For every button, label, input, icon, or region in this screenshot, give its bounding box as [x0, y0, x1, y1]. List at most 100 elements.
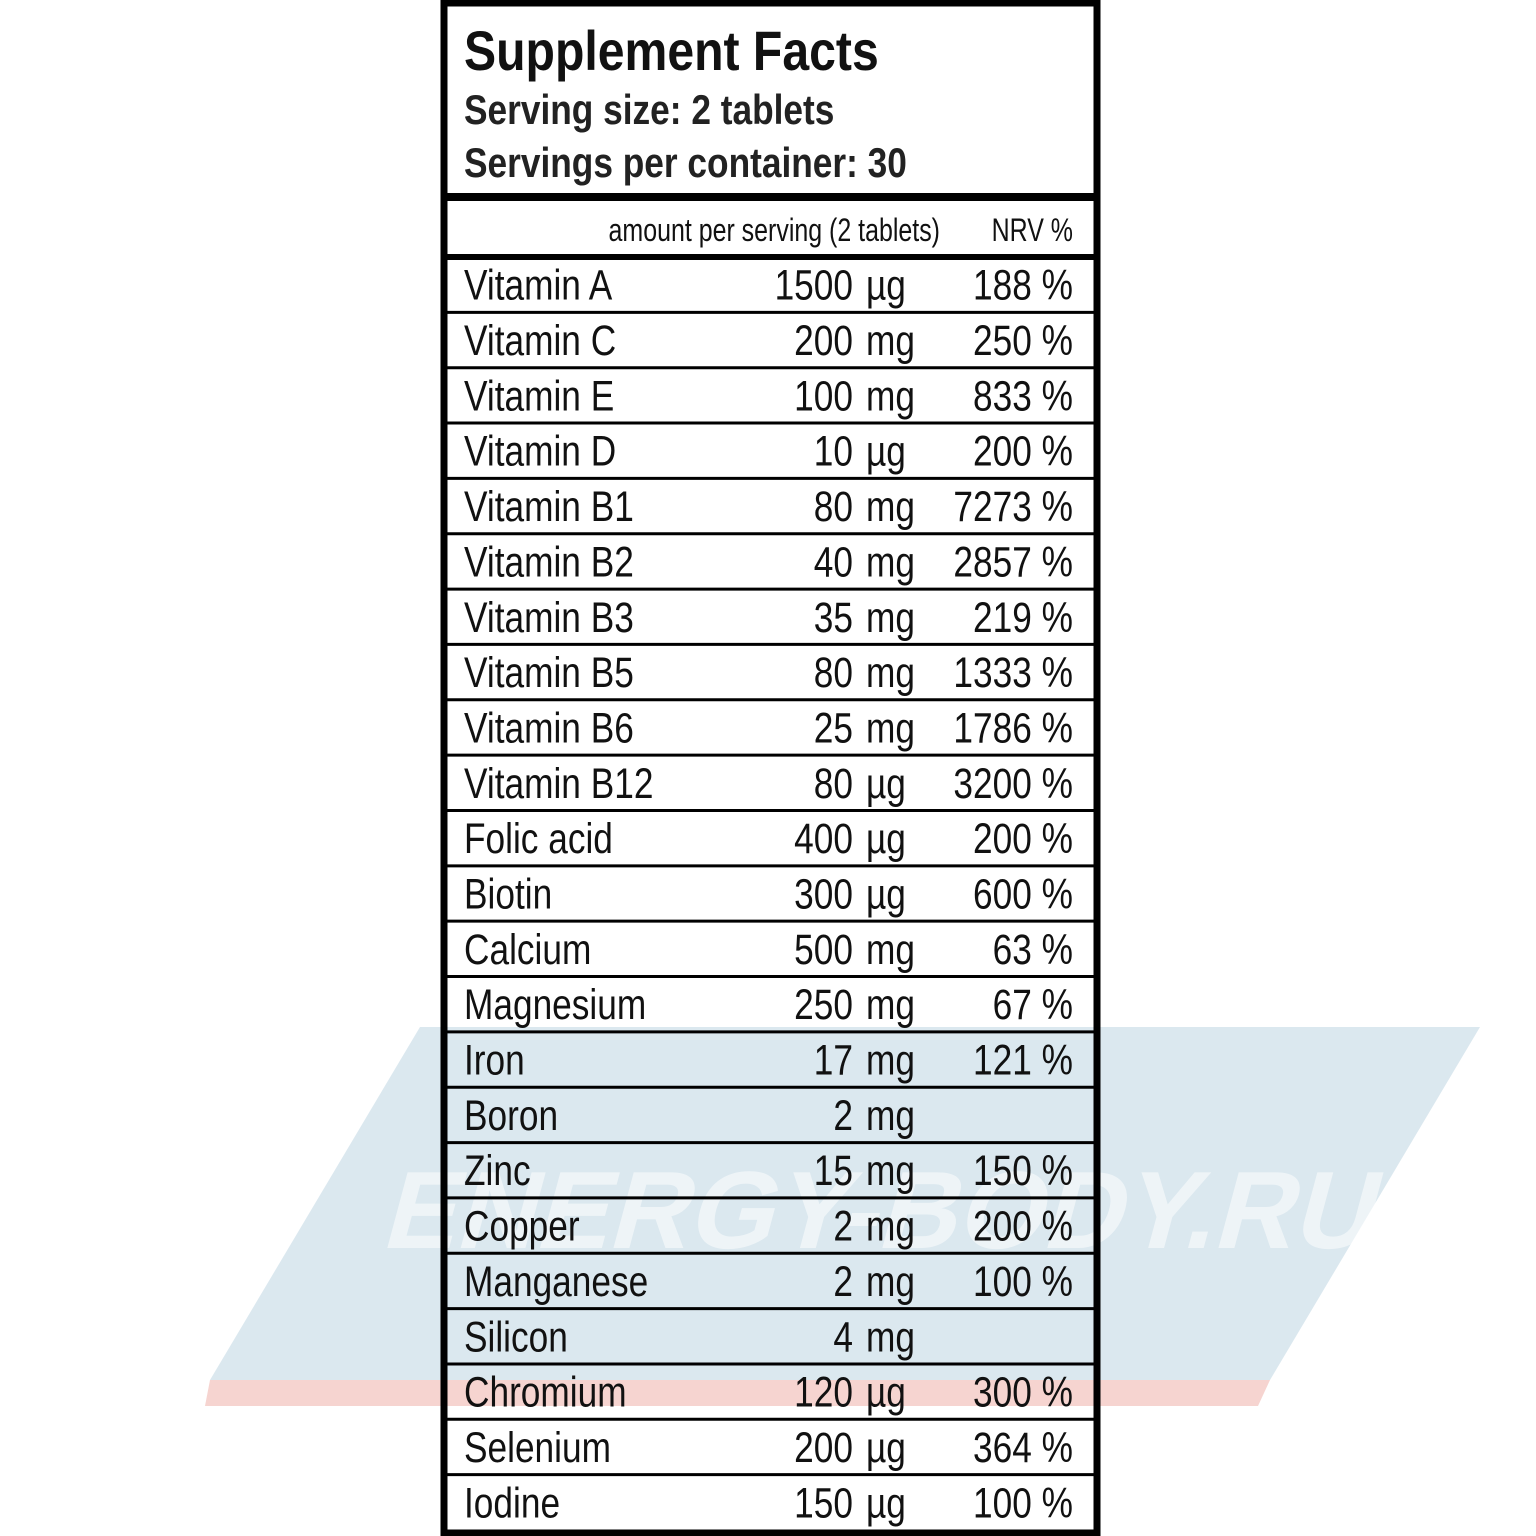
nrv: 200 %: [973, 815, 1073, 863]
nrv: 219 %: [973, 593, 1073, 641]
amount: 200: [794, 1424, 853, 1472]
amount: 2: [833, 1258, 853, 1306]
amount: 300: [794, 870, 853, 918]
amount: 1500: [775, 261, 853, 309]
nutrient-name: Zinc: [464, 1147, 531, 1195]
unit: mg: [866, 981, 915, 1029]
unit: mg: [866, 1092, 915, 1140]
nutrient-name: Iron: [464, 1036, 525, 1084]
nrv: 7273 %: [953, 483, 1073, 531]
nutrient-name: Folic acid: [464, 815, 613, 863]
amount: 100: [794, 372, 853, 420]
border: [440, 0, 1101, 1536]
nutrient-name: Magnesium: [464, 981, 646, 1029]
nrv: 250 %: [973, 317, 1073, 365]
nutrient-name: Vitamin B3: [464, 593, 634, 641]
unit: mg: [866, 704, 915, 752]
servings-per-container: Servings per container: 30: [464, 140, 907, 187]
nutrient-name: Boron: [464, 1092, 558, 1140]
column-header: NRV %: [992, 213, 1073, 249]
amount: 35: [814, 593, 853, 641]
amount: 400: [794, 815, 853, 863]
amount: 4: [833, 1313, 853, 1361]
nrv: 63 %: [993, 926, 1073, 974]
nrv: 1333 %: [953, 649, 1073, 697]
nrv: 67 %: [993, 981, 1073, 1029]
nutrient-name: Iodine: [464, 1479, 560, 1527]
nrv: 300 %: [973, 1368, 1073, 1416]
unit: mg: [866, 538, 915, 586]
nutrient-name: Vitamin B1: [464, 483, 634, 531]
nutrient-name: Biotin: [464, 870, 552, 918]
nutrient-name: Silicon: [464, 1313, 568, 1361]
amount: 80: [814, 483, 853, 531]
amount: 80: [814, 760, 853, 808]
unit: mg: [866, 483, 915, 531]
unit: µg: [866, 870, 906, 918]
unit: µg: [866, 261, 906, 309]
nrv: 3200 %: [953, 760, 1073, 808]
amount: 250: [794, 981, 853, 1029]
amount: 17: [814, 1036, 853, 1084]
unit: mg: [866, 1147, 915, 1195]
unit: mg: [866, 926, 915, 974]
nrv: 100 %: [973, 1258, 1073, 1306]
nutrient-name: Vitamin B12: [464, 760, 653, 808]
column-header: amount per serving (2 tablets): [609, 213, 940, 249]
amount: 15: [814, 1147, 853, 1195]
nutrient-name: Vitamin B5: [464, 649, 634, 697]
nrv: 121 %: [973, 1036, 1073, 1084]
nrv: 150 %: [973, 1147, 1073, 1195]
nutrient-name: Manganese: [464, 1258, 648, 1306]
unit: mg: [866, 372, 915, 420]
nutrient-name: Vitamin E: [464, 372, 614, 420]
unit: mg: [866, 649, 915, 697]
unit: mg: [866, 593, 915, 641]
nrv: 2857 %: [953, 538, 1073, 586]
nrv: 200 %: [973, 427, 1073, 475]
unit: µg: [866, 815, 906, 863]
unit: µg: [866, 760, 906, 808]
amount: 2: [833, 1202, 853, 1250]
nutrient-name: Calcium: [464, 926, 591, 974]
unit: µg: [866, 427, 906, 475]
nutrient-name: Vitamin A: [464, 261, 613, 309]
nrv: 600 %: [973, 870, 1073, 918]
amount: 2: [833, 1092, 853, 1140]
title: Supplement Facts: [464, 21, 879, 83]
nrv: 100 %: [973, 1479, 1073, 1527]
nrv: 200 %: [973, 1202, 1073, 1250]
unit: mg: [866, 1202, 915, 1250]
amount: 80: [814, 649, 853, 697]
amount: 40: [814, 538, 853, 586]
unit: µg: [866, 1424, 906, 1472]
nutrient-name: Selenium: [464, 1424, 611, 1472]
nrv: 1786 %: [953, 704, 1073, 752]
nutrient-name: Copper: [464, 1202, 580, 1250]
amount: 150: [794, 1479, 853, 1527]
nutrient-name: Chromium: [464, 1368, 627, 1416]
amount: 10: [814, 427, 853, 475]
unit: µg: [866, 1479, 906, 1527]
nutrient-name: Vitamin B6: [464, 704, 634, 752]
amount: 25: [814, 704, 853, 752]
serving-size: Serving size: 2 tablets: [464, 87, 834, 134]
unit: mg: [866, 317, 915, 365]
nutrient-name: Vitamin D: [464, 427, 616, 475]
unit: mg: [866, 1313, 915, 1361]
nrv: 188 %: [973, 261, 1073, 309]
unit: mg: [866, 1036, 915, 1084]
amount: 200: [794, 317, 853, 365]
nutrient-name: Vitamin B2: [464, 538, 634, 586]
unit: µg: [866, 1368, 906, 1416]
amount: 500: [794, 926, 853, 974]
watermark: ENERGY-BODY.RU: [374, 1149, 1397, 1272]
nrv: 833 %: [973, 372, 1073, 420]
nutrient-name: Vitamin C: [464, 317, 616, 365]
nrv: 364 %: [973, 1424, 1073, 1472]
watermark-band: [205, 1027, 1480, 1406]
rows: Vitamin A 1500 µg 188 % Vitamin C 200 mg 250 % V…: [441, 261, 1100, 1527]
amount: 120: [794, 1368, 853, 1416]
unit: mg: [866, 1258, 915, 1306]
